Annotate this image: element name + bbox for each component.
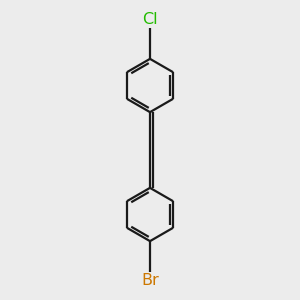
Text: Cl: Cl — [142, 12, 158, 27]
Text: Br: Br — [141, 273, 159, 288]
